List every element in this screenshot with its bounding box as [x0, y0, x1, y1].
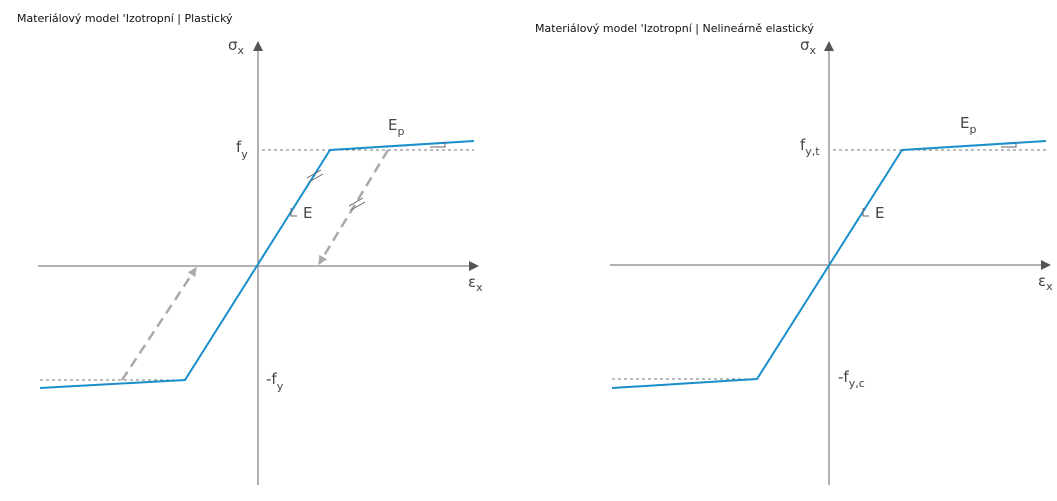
label-part: y: [241, 148, 248, 161]
label-part: x: [1046, 280, 1053, 293]
slope-marker: [862, 208, 869, 217]
parallel-marks: [306, 169, 366, 211]
label-part: y: [277, 380, 284, 393]
label-part: x: [238, 44, 245, 57]
label-part: p: [397, 125, 404, 138]
label-part: y,t: [805, 145, 820, 158]
panel-plastic: Materiálový model 'Izotropní | Plastický…: [17, 12, 483, 485]
label-part: f: [236, 138, 242, 156]
reload-path: [120, 267, 198, 381]
label-part: σ: [228, 36, 238, 54]
panel-elastic: Materiálový model 'Izotropní | Nelineárn…: [535, 22, 1053, 485]
label-part: ε: [1038, 272, 1046, 290]
stress-strain-curve: [611, 140, 1047, 389]
slope-label: E: [875, 204, 884, 222]
stress-strain-curve: [39, 140, 475, 389]
plastic-label: Ep: [388, 116, 404, 138]
lower-label: -fy: [266, 370, 284, 393]
upper-label: fy: [236, 138, 248, 161]
slope-marker: [1001, 142, 1017, 148]
lower-label: -fy,c: [838, 368, 865, 390]
label-part: σ: [800, 36, 810, 54]
x-axis-label: εx: [1038, 272, 1053, 293]
y-axis-label: σx: [800, 36, 817, 57]
label-part: x: [476, 281, 483, 294]
label-part: f: [800, 136, 806, 154]
label-part: E: [960, 114, 969, 132]
plastic-label: Ep: [960, 114, 976, 136]
y-axis-label: σx: [228, 36, 245, 57]
label-part: ε: [468, 273, 476, 291]
upper-label: fy,t: [800, 136, 820, 158]
slope-label: E: [303, 204, 312, 222]
label-part: p: [969, 123, 976, 136]
label-part: y,c: [849, 377, 865, 390]
label-part: -f: [838, 368, 849, 386]
x-axis-label: εx: [468, 273, 483, 294]
unload-path: [317, 149, 390, 265]
label-part: -f: [266, 370, 277, 388]
label-part: x: [810, 44, 817, 57]
slope-marker: [430, 142, 446, 148]
slope-marker: [290, 208, 297, 217]
panel-title: Materiálový model 'Izotropní | Plastický: [17, 12, 233, 25]
panel-title: Materiálový model 'Izotropní | Nelineárn…: [535, 22, 814, 35]
label-part: E: [388, 116, 397, 134]
